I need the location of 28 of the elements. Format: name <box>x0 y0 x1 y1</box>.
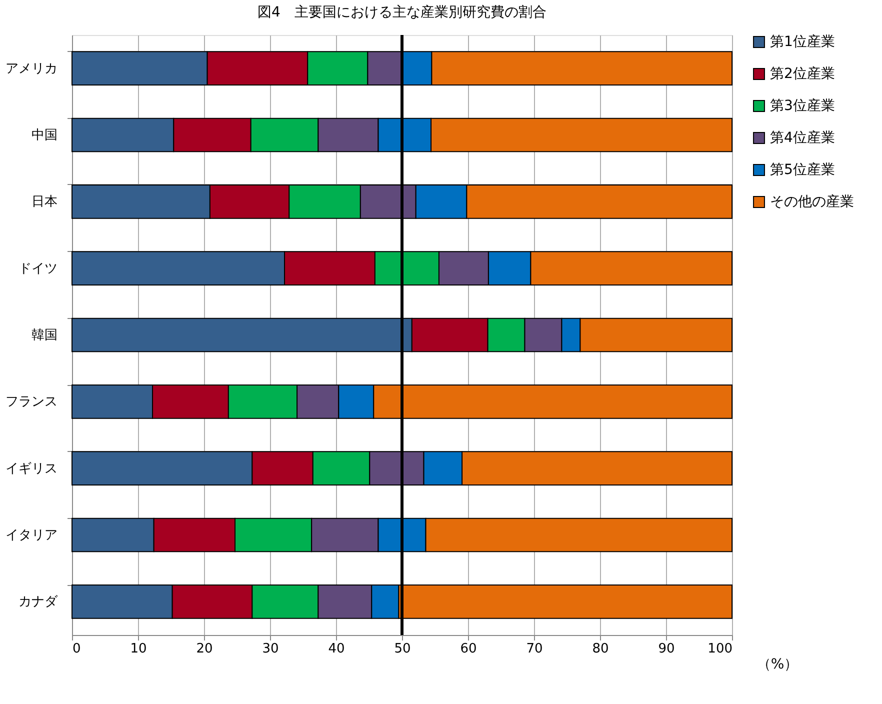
x-axis-title: （%） <box>756 656 798 672</box>
y-tick-label: フランス <box>6 394 58 410</box>
legend-label: 第5位産業 <box>770 162 835 178</box>
legend-label: 第4位産業 <box>770 130 835 146</box>
x-tick-label: 30 <box>262 642 279 656</box>
x-tick-label: 80 <box>592 642 609 656</box>
y-tick-label: イギリス <box>6 461 58 476</box>
y-tick-label: 中国 <box>32 128 58 143</box>
x-tick-label: 60 <box>460 642 477 656</box>
y-tick-label: アメリカ <box>6 61 58 76</box>
x-tick-label: 20 <box>196 642 213 656</box>
y-tick-label: カナダ <box>18 594 58 610</box>
legend-label: 第3位産業 <box>770 98 835 114</box>
y-tick-label: 日本 <box>32 194 58 210</box>
legend-label: 第2位産業 <box>770 66 835 82</box>
x-tick-label: 10 <box>130 642 147 656</box>
x-tick-label: 40 <box>328 642 345 656</box>
x-tick-label: 90 <box>658 642 675 656</box>
x-tick-label: 70 <box>526 642 543 656</box>
legend-label: 第1位産業 <box>770 34 835 50</box>
x-tick-label: 100 <box>708 642 732 656</box>
legend-label: その他の産業 <box>770 194 854 210</box>
x-tick-label: 0 <box>72 642 81 656</box>
y-tick-label: ドイツ <box>18 261 58 276</box>
y-tick-label: イタリア <box>6 528 58 543</box>
y-tick-label: 韓国 <box>32 328 58 343</box>
x-tick-label: 50 <box>394 642 411 656</box>
chart-title: 図4 主要国における主な産業別研究費の割合 <box>258 4 546 20</box>
